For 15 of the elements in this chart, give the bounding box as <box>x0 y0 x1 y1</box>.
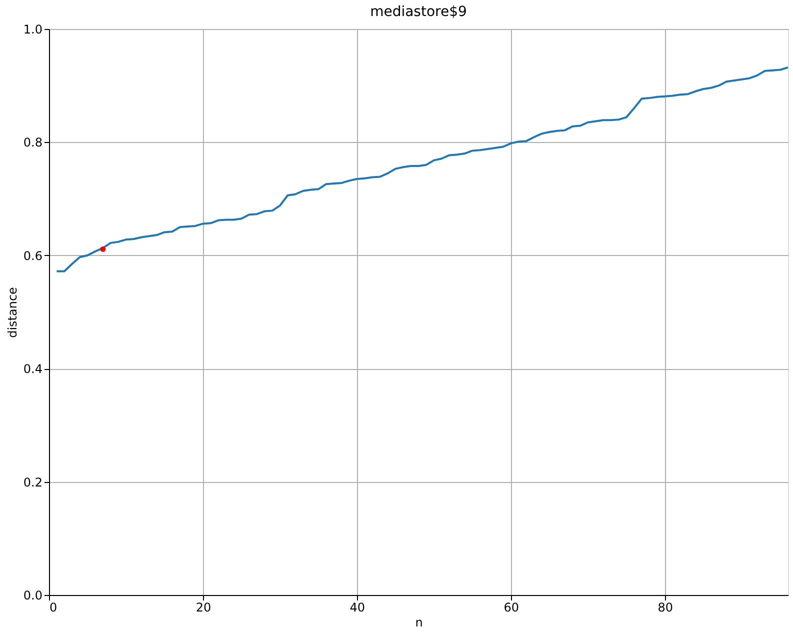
y-tick-label: 1.0 <box>23 22 42 36</box>
x-tick-label: 0 <box>50 600 58 614</box>
y-tick-label: 0.0 <box>23 588 42 602</box>
y-tick-label: 0.2 <box>23 475 42 490</box>
x-tick-label: 40 <box>350 600 366 614</box>
y-tick-label: 0.8 <box>23 136 42 150</box>
x-axis-title: n <box>415 616 423 630</box>
y-tick-label: 0.4 <box>23 362 42 376</box>
y-tick-label: 0.6 <box>23 248 42 263</box>
chart-title: mediastore$9 <box>370 4 467 20</box>
x-tick-label: 80 <box>658 600 673 614</box>
x-tick-label: 20 <box>196 600 212 614</box>
x-tick-label: 60 <box>504 600 520 614</box>
y-axis-title: distance <box>5 287 20 338</box>
line-series <box>56 66 788 272</box>
